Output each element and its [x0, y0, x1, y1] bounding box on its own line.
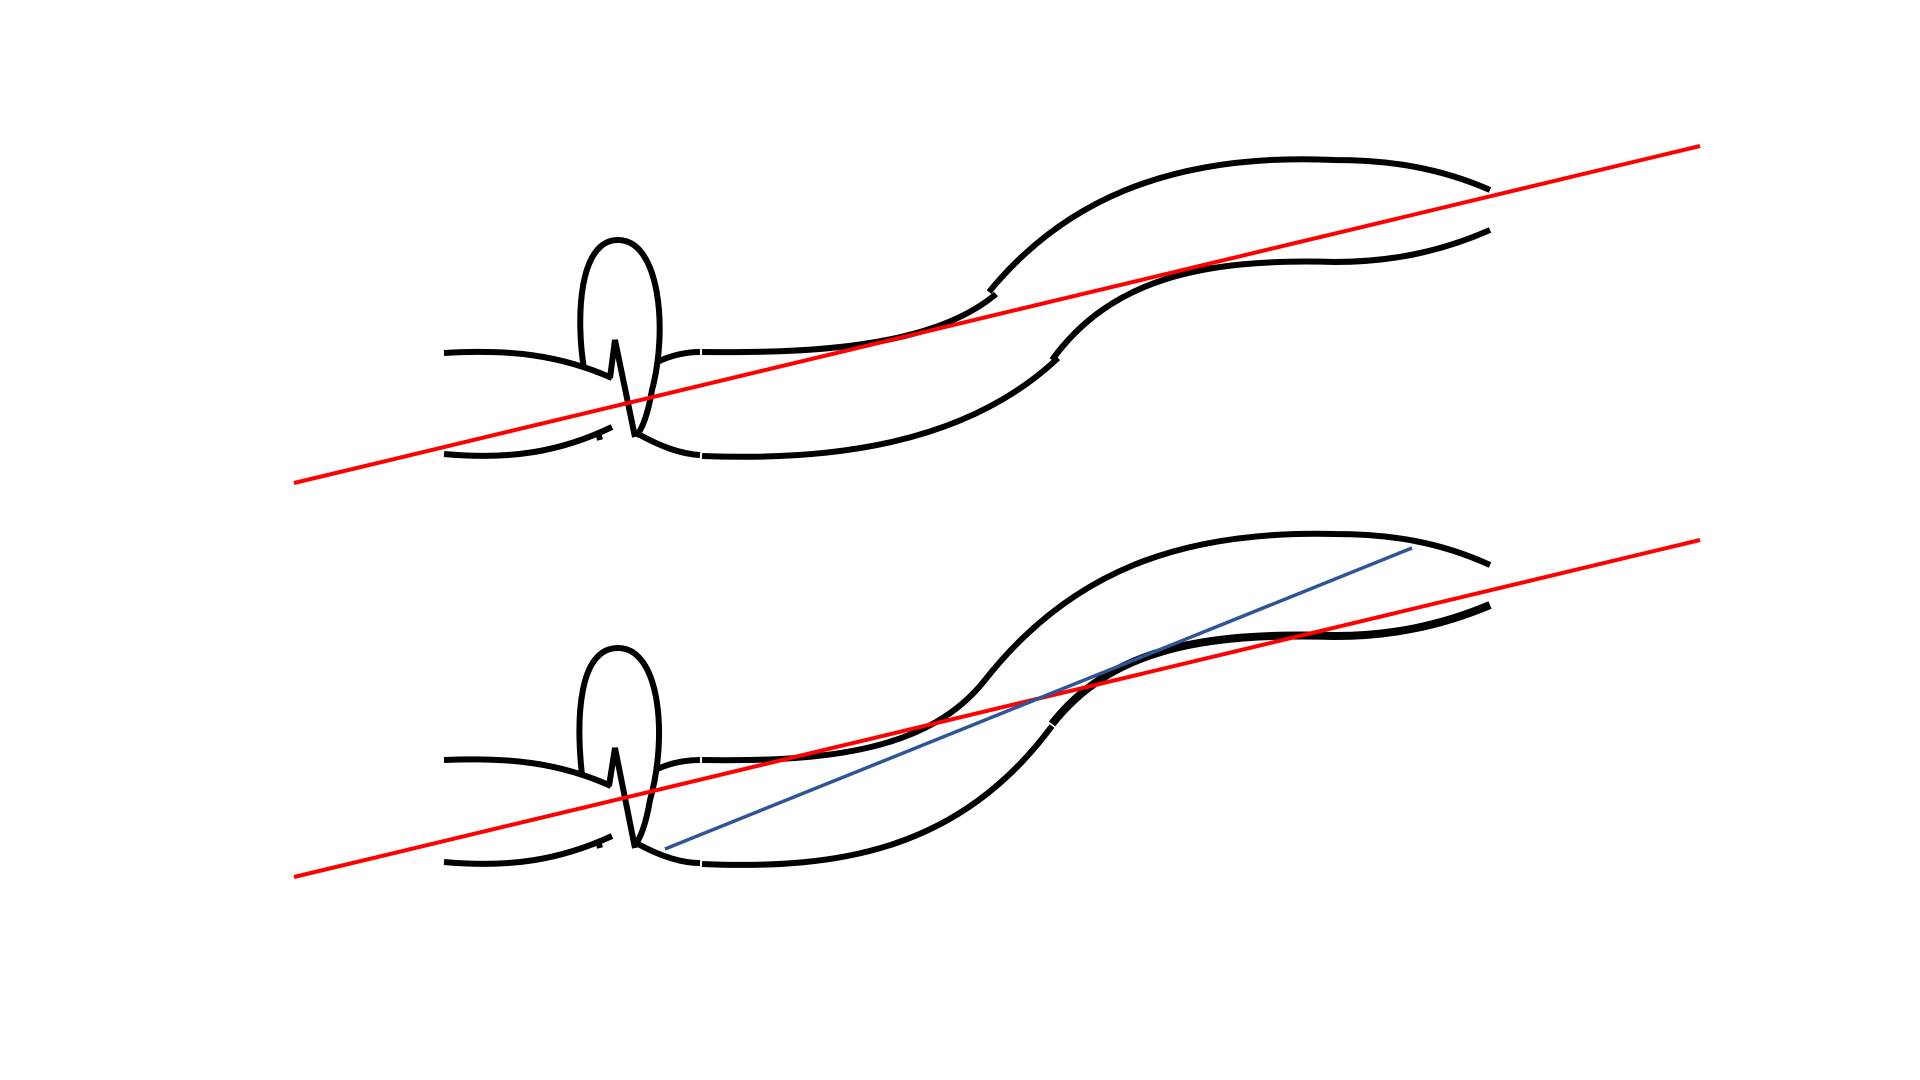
bottom-reference-line: [293, 538, 1701, 879]
bottom-left-tick: [595, 839, 603, 849]
top-panel: [293, 144, 1701, 485]
top-zigzag: [607, 339, 638, 438]
bottom-left-upper-stub: [443, 756, 613, 789]
top-lower-wall-upper-curve: [1049, 227, 1492, 362]
bottom-upper-wall-inner: [701, 678, 988, 764]
top-left-tick: [595, 431, 603, 441]
top-left-upper-stub: [443, 348, 614, 381]
top-loop-ellipse: [577, 236, 663, 439]
top-lower-link: [636, 431, 701, 458]
bottom-axis-line: [664, 546, 1413, 851]
bottom-upper-wall-outer: [982, 530, 1492, 682]
bottom-mid-link: [653, 757, 701, 773]
bottom-lower-wall-upper-curve: [1048, 601, 1492, 727]
top-left-lower-stub: [443, 424, 614, 459]
top-reference-line: [293, 144, 1701, 485]
bottom-left-lower-stub: [443, 833, 614, 867]
top-mid-link: [655, 349, 701, 365]
bottom-panel: [293, 530, 1701, 879]
bottom-lower-wall: [701, 724, 1055, 868]
bottom-lower-link: [636, 841, 701, 866]
bottom-loop-ellipse: [576, 644, 663, 849]
top-lower-wall: [701, 355, 1061, 460]
bottom-zigzag: [606, 747, 638, 849]
top-upper-wall-inner: [701, 291, 998, 356]
top-upper-wall-outer: [986, 156, 1492, 294]
